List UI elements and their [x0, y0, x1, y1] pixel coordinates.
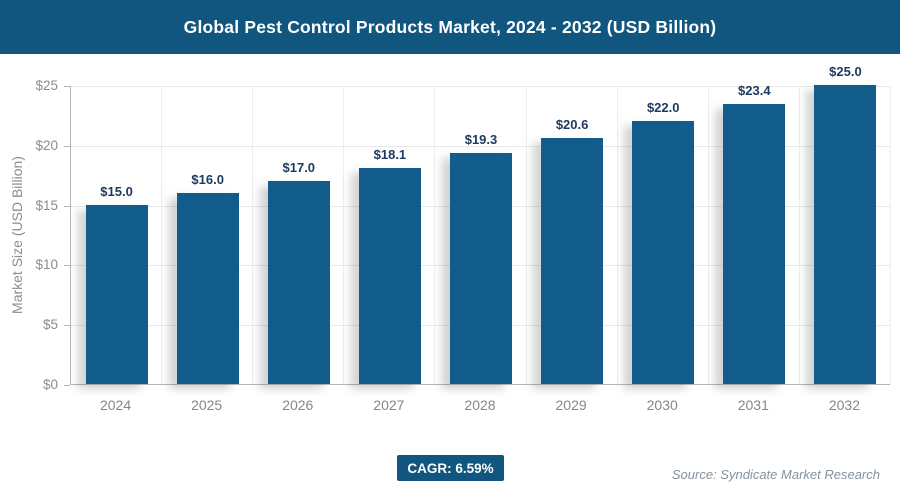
x-tick-label: 2030 — [646, 397, 678, 413]
bar-value-label: $16.0 — [191, 171, 224, 187]
bar-value-label: $17.0 — [282, 159, 316, 175]
v-gridline — [161, 86, 163, 384]
y-tick-label: $15 — [35, 197, 58, 213]
bar-value-label: $25.0 — [829, 64, 862, 79]
y-tick-label: $0 — [42, 377, 58, 392]
y-tick-mark — [64, 325, 70, 327]
bar — [723, 104, 786, 384]
x-tick-label: 2032 — [828, 397, 860, 413]
x-tick-label: 2027 — [373, 397, 405, 413]
h-gridline — [71, 145, 890, 147]
bar — [541, 137, 604, 384]
bar — [814, 85, 877, 384]
title-bar: Global Pest Control Products Market, 202… — [0, 0, 900, 54]
y-tick-label: $25 — [35, 78, 58, 93]
bar — [632, 120, 695, 384]
y-tick-label: $20 — [35, 137, 58, 153]
bar-value-label: $15.0 — [100, 183, 133, 199]
x-tick-label: 2024 — [99, 397, 132, 413]
bar-value-label: $22.0 — [646, 99, 680, 115]
source-text: Source: Syndicate Market Research — [671, 467, 880, 482]
y-tick-label: $10 — [35, 257, 58, 273]
chart-title: Global Pest Control Products Market, 202… — [183, 16, 717, 37]
bar — [358, 167, 421, 384]
y-tick-mark — [64, 385, 70, 386]
x-tick-label: 2029 — [555, 397, 587, 413]
x-tick-label: 2031 — [737, 397, 769, 413]
v-gridline — [890, 86, 891, 384]
y-tick-mark — [64, 265, 70, 267]
x-tick-label: 2028 — [464, 397, 496, 413]
cagr-label: CAGR: 6.59% — [407, 460, 494, 476]
bar — [267, 180, 330, 384]
bar-value-label: $23.4 — [738, 83, 771, 99]
v-gridline — [252, 86, 254, 384]
v-gridline — [707, 86, 709, 384]
v-gridline — [798, 86, 800, 384]
y-tick-mark — [64, 86, 70, 87]
cagr-badge: CAGR: 6.59% — [397, 455, 504, 481]
bar-value-label: $19.3 — [464, 132, 498, 148]
v-gridline — [434, 86, 436, 384]
y-tick-label: $5 — [42, 317, 58, 333]
h-gridline — [71, 86, 890, 87]
y-tick-mark — [64, 145, 70, 147]
y-tick-mark — [64, 205, 70, 207]
bar-value-label: $20.6 — [555, 116, 589, 132]
bar — [450, 153, 512, 384]
v-gridline — [525, 86, 527, 384]
x-tick-label: 2026 — [282, 397, 314, 413]
bar-value-label: $18.1 — [373, 146, 407, 162]
v-gridline — [343, 86, 345, 384]
x-tick-label: 2025 — [191, 397, 223, 413]
bar — [176, 192, 239, 384]
bar — [85, 204, 148, 384]
v-gridline — [616, 86, 618, 384]
plot-area: $15.0 $16.0 $17.0 $18.1 $19.3 $20.6 $22.0 $23.4… — [70, 64, 891, 385]
y-axis-title: Market Size (USD Billion) — [9, 156, 25, 314]
